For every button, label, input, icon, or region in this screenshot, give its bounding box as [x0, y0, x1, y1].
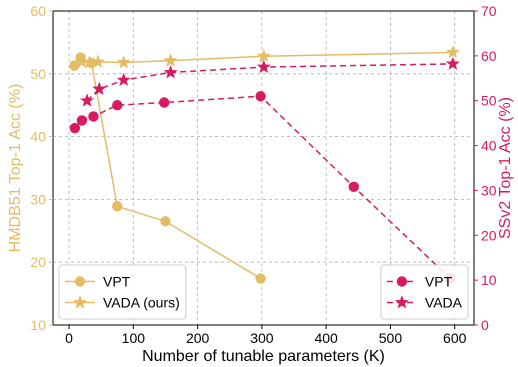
data-point	[163, 53, 178, 67]
data-point	[74, 54, 89, 68]
legend-marker	[396, 276, 408, 287]
x-tick-label: 300	[250, 330, 274, 346]
x-tick-label: 100	[122, 330, 146, 346]
right-y-tick-label: 30	[481, 182, 497, 198]
legend-box	[58, 264, 187, 320]
left-y-tick-label: 50	[30, 66, 46, 82]
legend-marker	[74, 276, 86, 287]
left-y-tick-label: 60	[30, 3, 46, 19]
data-point	[90, 54, 105, 68]
data-point	[116, 55, 131, 69]
left-y-tick-label: 40	[30, 129, 46, 145]
series-1	[74, 45, 460, 69]
data-point	[158, 97, 170, 108]
x-tick-label: 600	[443, 330, 467, 346]
legend-right: VPT VADA	[380, 264, 469, 320]
right-y-tick-label: 60	[481, 48, 497, 64]
data-point	[256, 59, 271, 74]
left-y-axis: 10 20 30 40 50 60	[30, 3, 53, 333]
right-y-tick-label: 10	[481, 272, 497, 288]
data-point	[116, 72, 131, 87]
legend-label: VADA (ours)	[103, 295, 180, 311]
series-3	[80, 56, 460, 107]
legend-label: VPT	[103, 274, 131, 290]
data-point	[112, 100, 123, 111]
legend-left: VPT VADA (ours)	[58, 264, 187, 320]
x-axis-label: Number of tunable parameters (K)	[142, 348, 385, 365]
data-point	[76, 115, 88, 126]
series-2	[69, 91, 456, 284]
right-y-tick-label: 40	[481, 138, 497, 154]
data-point	[163, 65, 178, 79]
right-y-tick-label: 0	[481, 317, 489, 333]
data-point	[92, 81, 107, 96]
left-y-tick-label: 10	[30, 317, 46, 333]
data-point	[80, 93, 95, 107]
data-point	[255, 273, 266, 284]
x-tick-label: 0	[65, 330, 73, 346]
plot-frame	[52, 10, 475, 326]
right-y-axis-label: SSv2 Top-1 Acc (%)	[497, 97, 514, 239]
data-point	[112, 201, 123, 212]
right-y-axis: 0 10 20 30 40 50 60 70	[474, 3, 497, 333]
data-point	[445, 56, 460, 70]
x-tick-label: 500	[379, 330, 403, 346]
data-point	[255, 91, 266, 102]
x-tick-label: 200	[186, 330, 210, 346]
data-point	[160, 216, 171, 227]
series-line	[74, 95, 451, 279]
legend-marker	[73, 295, 87, 309]
data-point	[256, 48, 271, 63]
data-point	[69, 60, 80, 71]
series-line	[86, 63, 453, 102]
data-point	[445, 45, 460, 59]
data-point	[88, 111, 99, 122]
x-tick-label: 400	[314, 330, 338, 346]
legend-label: VADA	[425, 295, 463, 311]
series-layer	[69, 45, 460, 284]
left-y-tick-label: 20	[30, 254, 46, 270]
left-y-tick-label: 30	[30, 191, 46, 207]
legend-label: VPT	[425, 274, 453, 290]
right-y-tick-label: 50	[481, 93, 497, 109]
data-point	[69, 122, 81, 134]
x-axis: 0 100 200 300 400 500 600	[65, 325, 467, 346]
data-point	[348, 181, 360, 193]
left-y-axis-label: HMDB51 Top-1 Acc (%)	[7, 84, 24, 253]
right-y-tick-label: 20	[481, 227, 497, 243]
legend-marker	[394, 295, 409, 309]
right-y-tick-label: 70	[481, 3, 497, 19]
